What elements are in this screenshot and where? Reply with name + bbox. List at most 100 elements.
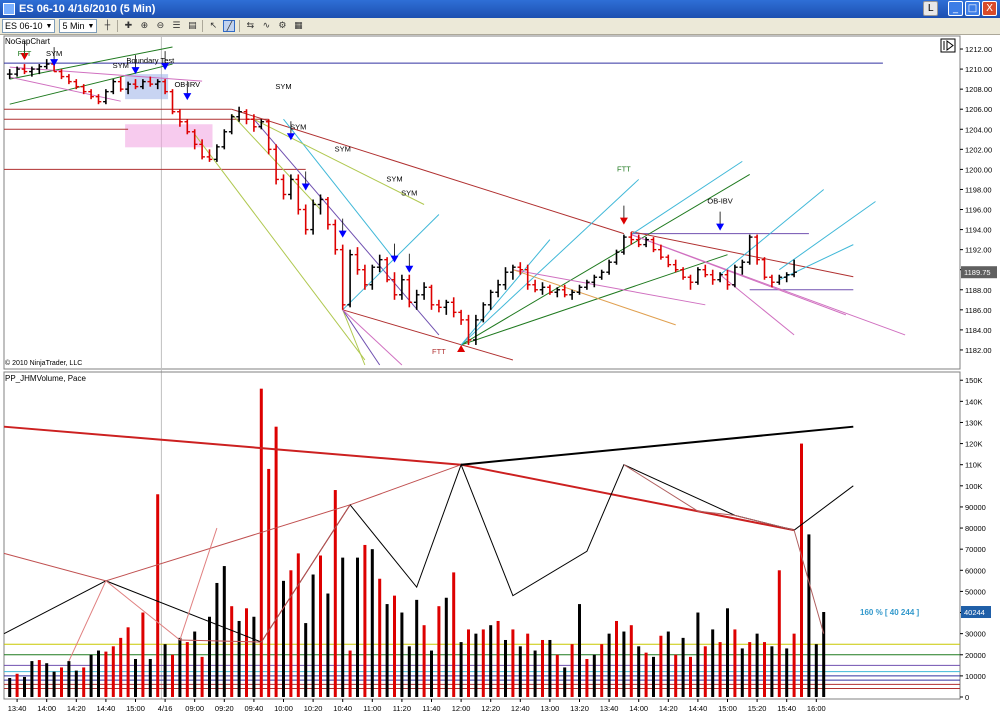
volume-bar bbox=[563, 667, 567, 697]
volume-bar bbox=[97, 650, 100, 697]
volume-bar bbox=[289, 570, 293, 697]
price-bar bbox=[495, 279, 501, 298]
instrument-selector[interactable]: ES 06-10 ▼ bbox=[2, 19, 56, 33]
drawing-tools-icon[interactable]: ╱ bbox=[223, 20, 236, 32]
price-bar bbox=[532, 279, 538, 293]
price-bar bbox=[154, 79, 161, 90]
volume-bar bbox=[533, 650, 537, 697]
price-axis-label: 1198.00 bbox=[965, 185, 992, 194]
time-axis-label: 14:20 bbox=[659, 704, 678, 713]
volume-bar bbox=[30, 661, 34, 697]
down-arrow-marker bbox=[161, 63, 170, 71]
volume-bar bbox=[629, 625, 633, 697]
volume-axis-label: 70000 bbox=[965, 545, 986, 554]
scroll-right-icon[interactable] bbox=[940, 38, 956, 53]
time-axis-label: 11:00 bbox=[363, 704, 381, 713]
price-bar bbox=[561, 284, 568, 298]
price-bar bbox=[58, 69, 65, 80]
time-axis-label: 10:40 bbox=[333, 704, 352, 713]
volume-bar bbox=[267, 468, 271, 697]
bar-type-icon[interactable]: ┼ bbox=[104, 21, 111, 31]
price-bar bbox=[14, 66, 20, 77]
volume-axis-label: 90000 bbox=[965, 503, 986, 512]
price-bar bbox=[310, 199, 316, 235]
zoom-out-icon[interactable]: ⊖ bbox=[156, 21, 165, 31]
volume-bar bbox=[748, 642, 752, 697]
price-bar bbox=[376, 254, 383, 273]
price-bar bbox=[362, 264, 368, 290]
volume-bar bbox=[74, 670, 78, 697]
price-panel-title: NoGapChart bbox=[5, 37, 51, 46]
time-axis-label: 15:40 bbox=[777, 704, 796, 713]
price-bar bbox=[88, 89, 94, 100]
volume-panel-frame bbox=[3, 371, 961, 700]
price-axis-label: 1188.00 bbox=[965, 286, 992, 295]
price-bar bbox=[554, 287, 561, 298]
trend-line bbox=[342, 309, 403, 366]
crosshair-icon[interactable]: ✚ bbox=[124, 21, 133, 31]
price-bar bbox=[36, 64, 43, 75]
interval-selector[interactable]: 5 Min ▼ bbox=[59, 19, 98, 33]
price-bar bbox=[702, 264, 709, 278]
volume-axis-label: 130K bbox=[965, 418, 983, 427]
volume-axis-label: 20000 bbox=[965, 651, 986, 660]
price-bar bbox=[680, 267, 686, 280]
volume-bar bbox=[385, 604, 389, 697]
price-bar bbox=[695, 267, 701, 285]
volume-bar bbox=[259, 388, 263, 697]
time-axis-label: 15:20 bbox=[748, 704, 767, 713]
volume-bar bbox=[430, 650, 433, 697]
pace-label: 160 % [ 40 244 ] bbox=[860, 608, 919, 617]
strategies-icon[interactable]: ⚙ bbox=[278, 21, 287, 31]
volume-bar bbox=[60, 667, 63, 697]
volume-bar bbox=[518, 646, 522, 697]
volume-bar bbox=[703, 646, 707, 697]
time-axis-label: 10:20 bbox=[304, 704, 323, 713]
price-bar bbox=[709, 269, 716, 285]
price-bar bbox=[502, 267, 509, 290]
toolbar-divider bbox=[117, 20, 119, 32]
chart-toolbar: ES 06-10 ▼ 5 Min ▼ ┼ ✚ ⊕ ⊖ ☰ ▤ ↖ ╱ ⇆ ∿ ⚙… bbox=[0, 18, 1000, 35]
price-bar bbox=[80, 84, 87, 95]
volume-bar bbox=[215, 582, 219, 697]
volume-bar bbox=[119, 637, 123, 697]
minimize-button[interactable]: _ bbox=[948, 1, 963, 16]
pace-zigzag-line bbox=[623, 464, 825, 634]
chart-trader-icon[interactable]: ⇆ bbox=[246, 21, 255, 31]
data-box-icon[interactable]: ▤ bbox=[188, 21, 197, 31]
zoom-in-icon[interactable]: ⊕ bbox=[140, 21, 149, 31]
volume-bar bbox=[296, 553, 300, 697]
volume-bar bbox=[585, 658, 589, 697]
pointer-icon[interactable]: ↖ bbox=[209, 21, 218, 31]
up-arrow-marker bbox=[457, 344, 466, 352]
chart-canvas[interactable]: 1212.00 1210.00 1208.00 1206.00 1204.00 1202.… bbox=[0, 35, 1000, 724]
price-bar bbox=[354, 247, 361, 275]
down-arrow-marker bbox=[301, 183, 310, 191]
close-button[interactable]: X bbox=[982, 1, 997, 16]
volume-bar bbox=[511, 629, 515, 697]
pattern-label: FTT bbox=[432, 347, 446, 356]
shaded-zone bbox=[125, 124, 213, 148]
volume-bar bbox=[541, 639, 544, 697]
price-bar bbox=[302, 204, 309, 235]
price-bar bbox=[746, 234, 753, 265]
volume-bar bbox=[15, 673, 19, 697]
price-axis-label: 1186.00 bbox=[965, 306, 992, 315]
pattern-label: SYM bbox=[290, 122, 306, 131]
link-mode-button[interactable]: L bbox=[923, 1, 938, 16]
price-bar bbox=[643, 237, 649, 248]
price-bar bbox=[569, 289, 575, 300]
price-bar bbox=[724, 269, 731, 290]
price-bar bbox=[761, 257, 768, 280]
price-bar bbox=[265, 119, 272, 155]
indicators-icon[interactable]: ∿ bbox=[262, 21, 271, 31]
properties-icon[interactable]: ☰ bbox=[172, 21, 181, 31]
volume-bar bbox=[52, 671, 56, 697]
price-bar bbox=[650, 237, 657, 253]
trend-line bbox=[342, 214, 440, 311]
template-icon[interactable]: ▦ bbox=[294, 21, 303, 31]
price-bar bbox=[162, 79, 168, 95]
trend-line bbox=[253, 118, 440, 336]
maximize-button[interactable]: □ bbox=[965, 1, 980, 16]
down-arrow-marker bbox=[390, 255, 399, 263]
